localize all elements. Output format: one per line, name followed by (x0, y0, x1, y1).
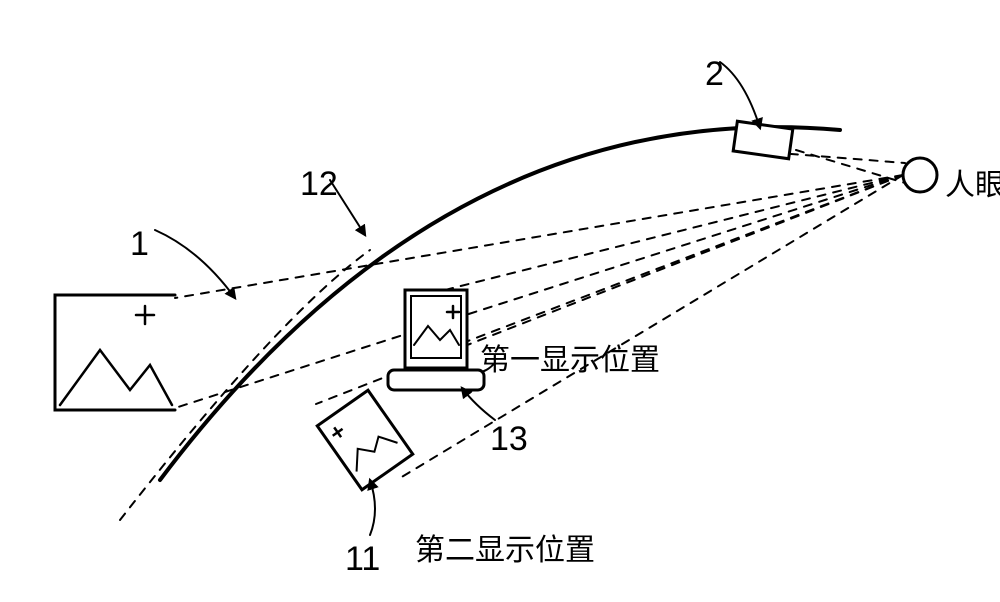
ref-12: 12 (300, 165, 338, 204)
ref-13: 13 (490, 420, 528, 459)
label-pos1: 第一显示位置 (480, 335, 660, 379)
diagram-stage: 人眼 第一显示位置 第二显示位置 1 12 2 13 11 (0, 0, 1000, 602)
ref-2: 2 (705, 55, 724, 94)
ref-11: 11 (345, 540, 380, 579)
label-pos2: 第二显示位置 (415, 525, 595, 569)
label-eye: 人眼 (945, 160, 1000, 204)
diagram-svg (0, 0, 1000, 602)
ref-1: 1 (130, 225, 149, 264)
